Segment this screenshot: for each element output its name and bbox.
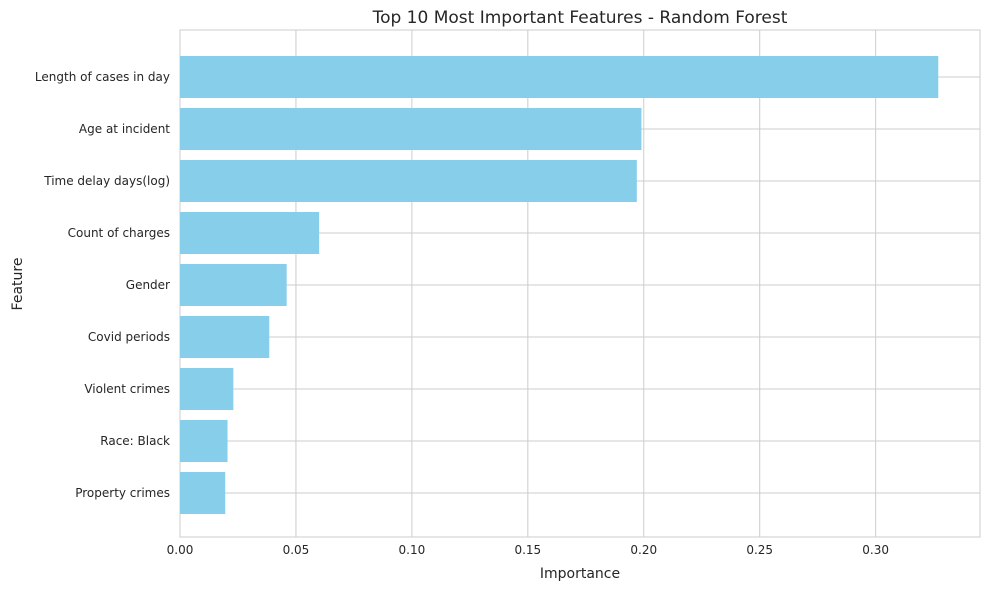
y-tick-label: Age at incident xyxy=(79,122,170,136)
y-axis-label: Feature xyxy=(10,258,26,311)
bar-covid-periods xyxy=(180,316,270,358)
x-tick-label: 0.10 xyxy=(399,543,426,557)
y-tick-label: Time delay days(log) xyxy=(43,174,170,188)
y-tick-label: Covid periods xyxy=(88,330,170,344)
bar-gender xyxy=(180,264,287,306)
x-tick-labels: 0.00 0.05 0.10 0.15 0.20 0.25 0.30 xyxy=(167,543,889,557)
x-tick-label: 0.20 xyxy=(630,543,657,557)
x-tick-label: 0.25 xyxy=(746,543,773,557)
bar-age-at-incident xyxy=(180,108,642,150)
bar-count-of-charges xyxy=(180,212,320,254)
x-tick-label: 0.05 xyxy=(283,543,310,557)
bar-time-delay-days-log xyxy=(180,160,637,202)
plot-area xyxy=(179,29,981,538)
bars xyxy=(180,56,939,514)
y-tick-label: Gender xyxy=(126,278,170,292)
bar-property-crimes xyxy=(180,472,226,514)
y-tick-label: Count of charges xyxy=(68,226,170,240)
y-tick-label: Length of cases in day xyxy=(35,70,170,84)
y-tick-label: Property crimes xyxy=(75,486,170,500)
bar-length-of-cases-in-day xyxy=(180,56,939,98)
y-tick-labels: Length of cases in day Age at incident Tim… xyxy=(35,70,170,500)
x-axis-label: Importance xyxy=(540,566,620,582)
x-tick-label: 0.15 xyxy=(514,543,541,557)
y-tick-label: Violent crimes xyxy=(84,382,170,396)
bar-race-black xyxy=(180,420,228,462)
y-tick-label: Race: Black xyxy=(100,434,170,448)
bar-violent-crimes xyxy=(180,368,234,410)
chart-title: Top 10 Most Important Features - Random … xyxy=(372,8,788,28)
x-tick-label: 0.30 xyxy=(862,543,889,557)
x-tick-label: 0.00 xyxy=(167,543,194,557)
